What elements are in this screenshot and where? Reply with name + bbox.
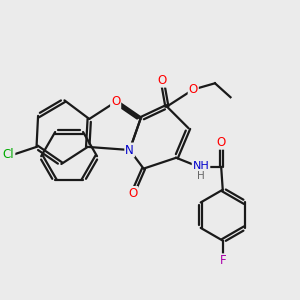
- Text: O: O: [217, 136, 226, 149]
- Text: H: H: [197, 171, 205, 181]
- Text: O: O: [128, 187, 137, 200]
- Text: Cl: Cl: [3, 148, 14, 161]
- Text: O: O: [111, 95, 120, 108]
- Text: F: F: [219, 254, 226, 267]
- Text: NH: NH: [193, 160, 209, 170]
- Text: O: O: [189, 83, 198, 96]
- Text: O: O: [158, 74, 167, 87]
- Text: N: N: [125, 143, 134, 157]
